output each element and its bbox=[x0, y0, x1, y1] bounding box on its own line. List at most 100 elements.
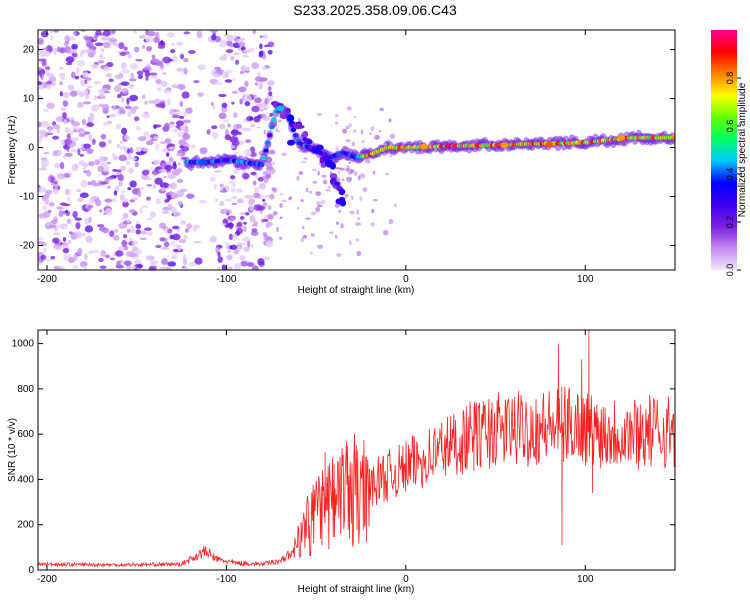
heatmap-cell bbox=[193, 80, 200, 84]
heatmap-cell bbox=[42, 47, 49, 51]
heatmap-cell bbox=[123, 198, 128, 203]
heatmap-cell bbox=[61, 242, 69, 249]
heatmap-cell bbox=[335, 221, 340, 225]
heatmap-cell bbox=[256, 71, 261, 78]
heatmap-cell bbox=[236, 221, 243, 227]
heatmap-cell bbox=[237, 245, 241, 252]
heatmap-cell bbox=[155, 198, 162, 205]
heatmap-cell bbox=[267, 132, 273, 138]
heatmap-cell bbox=[378, 129, 382, 133]
heatmap-cell bbox=[43, 109, 49, 112]
heatmap-cell bbox=[59, 161, 65, 170]
heatmap-cell bbox=[267, 41, 275, 48]
heatmap-cell bbox=[356, 209, 360, 215]
colorbar-tick-label: 0.2 bbox=[725, 216, 735, 229]
heatmap-cell bbox=[184, 126, 189, 134]
colorbar-tick-label: 0.6 bbox=[725, 120, 735, 133]
heatmap-cell bbox=[71, 121, 81, 127]
heatmap-cell bbox=[239, 98, 243, 105]
heatmap-cell bbox=[105, 72, 112, 78]
heatmap-cell bbox=[62, 100, 69, 107]
heatmap-cell bbox=[379, 107, 384, 112]
heatmap-cell bbox=[83, 101, 92, 105]
heatmap-cell bbox=[243, 221, 247, 225]
heatmap-cell bbox=[101, 103, 110, 111]
heatmap-cell bbox=[100, 249, 107, 258]
heatmap-cell bbox=[267, 49, 273, 55]
heatmap-cell bbox=[369, 132, 372, 135]
heatmap-cell bbox=[146, 46, 153, 51]
heatmap-cell bbox=[52, 237, 60, 244]
heatmap-cell bbox=[153, 265, 157, 270]
heatmap-cell bbox=[104, 198, 113, 203]
heatmap-cell bbox=[64, 152, 73, 157]
heatmap-cell bbox=[150, 58, 160, 64]
heatmap-cell bbox=[43, 151, 50, 155]
heatmap-cell bbox=[316, 113, 323, 116]
heatmap-cell bbox=[243, 54, 249, 58]
colorbar: 0.0 0.2 0.4 0.6 0.8 Normalized spectral ampl… bbox=[711, 30, 748, 276]
heatmap-cell bbox=[172, 211, 182, 217]
heatmap-cell bbox=[348, 202, 351, 205]
heatmap-cell bbox=[364, 158, 371, 164]
heatmap-cell bbox=[118, 154, 127, 162]
heatmap-cell bbox=[72, 210, 78, 219]
heatmap-cell bbox=[117, 93, 122, 99]
heatmap-cell bbox=[500, 142, 509, 149]
heatmap-cell bbox=[175, 109, 181, 115]
snr-ylabel: SNR (10 * v/v) bbox=[7, 418, 18, 482]
heatmap-cell bbox=[295, 124, 305, 129]
heatmap-cell bbox=[119, 194, 125, 202]
heatmap-cell bbox=[100, 133, 107, 140]
heatmap-cell bbox=[126, 228, 131, 233]
heatmap-cell bbox=[315, 206, 321, 213]
heatmap-cell bbox=[261, 65, 267, 71]
heatmap-cell bbox=[388, 218, 394, 225]
heatmap-cell bbox=[259, 35, 263, 38]
heatmap-cell bbox=[159, 141, 167, 145]
heatmap-cell bbox=[120, 81, 130, 86]
heatmap-cell bbox=[172, 248, 179, 253]
heatmap-cell bbox=[329, 172, 338, 180]
heatmap-cell bbox=[360, 129, 364, 135]
heatmap-cell bbox=[82, 71, 89, 79]
heatmap-cell bbox=[383, 230, 389, 236]
heatmap-cell bbox=[217, 266, 221, 270]
snr-xlabel: Height of straight line (km) bbox=[298, 584, 415, 595]
spectrogram-ylabel: Frequency (Hz) bbox=[7, 116, 18, 185]
heatmap-cell bbox=[82, 167, 86, 172]
heatmap-cell bbox=[90, 104, 100, 112]
heatmap-cell bbox=[218, 43, 227, 48]
heatmap-cell bbox=[124, 105, 132, 110]
heatmap-cell bbox=[128, 209, 137, 214]
heatmap-cell bbox=[84, 225, 94, 233]
heatmap-cell bbox=[262, 231, 268, 237]
heatmap-cell bbox=[108, 139, 112, 144]
heatmap-cell bbox=[211, 102, 215, 106]
heatmap-cell bbox=[129, 62, 138, 70]
heatmap-cell bbox=[38, 129, 47, 136]
heatmap-cell bbox=[38, 186, 47, 193]
heatmap-cell bbox=[129, 237, 133, 243]
heatmap-cell bbox=[43, 211, 51, 218]
heatmap-cell bbox=[116, 169, 122, 172]
heatmap-cell bbox=[231, 90, 239, 95]
heatmap-cell bbox=[128, 78, 137, 82]
heatmap-cell bbox=[254, 82, 259, 86]
heatmap-cell bbox=[262, 202, 268, 207]
heatmap-cell bbox=[236, 188, 243, 193]
heatmap-cell bbox=[305, 187, 309, 193]
heatmap-cell bbox=[193, 240, 202, 244]
snr-frame bbox=[37, 329, 676, 571]
heatmap-cell bbox=[118, 106, 125, 112]
heatmap-cell bbox=[129, 180, 137, 188]
heatmap-cell bbox=[265, 162, 273, 168]
heatmap-cell bbox=[353, 171, 358, 177]
heatmap-cell bbox=[236, 38, 244, 42]
heatmap-cell bbox=[135, 59, 143, 62]
heatmap-cell bbox=[74, 217, 82, 221]
heatmap-cell bbox=[59, 91, 63, 97]
heatmap-cell bbox=[177, 162, 181, 166]
heatmap-cell bbox=[251, 265, 259, 270]
